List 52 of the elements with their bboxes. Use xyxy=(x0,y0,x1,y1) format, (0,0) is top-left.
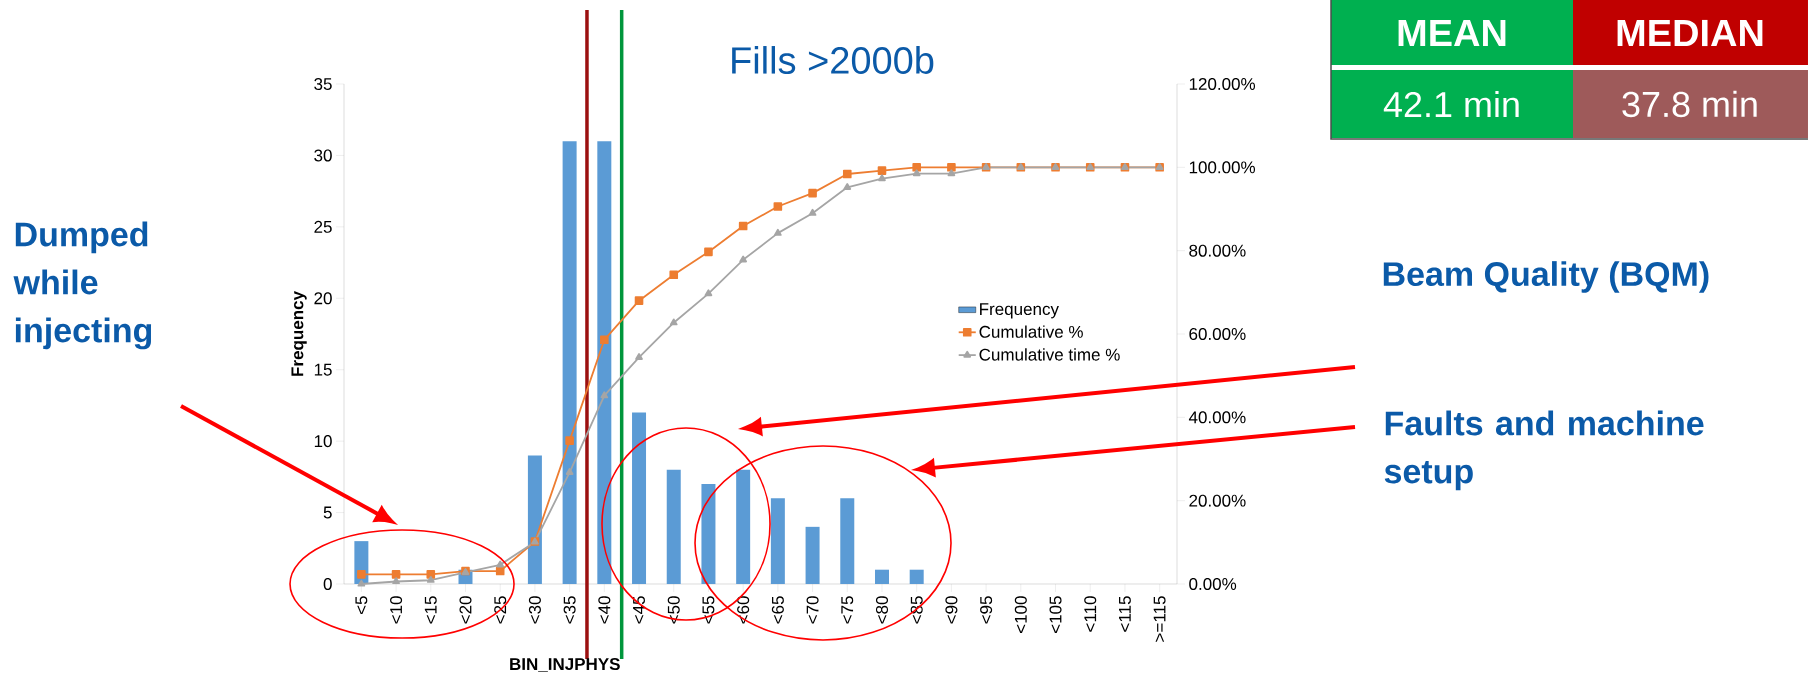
y2-tick-label: 120.00% xyxy=(1189,77,1256,91)
y-tick-label: 15 xyxy=(314,363,332,376)
y2-tick-label: 40.00% xyxy=(1188,411,1246,424)
legend-label: Frequency xyxy=(980,303,1059,319)
x-tick-label: <35 xyxy=(563,596,576,624)
x-tick-label: <10 xyxy=(390,596,403,624)
x-tick-label: <95 xyxy=(980,596,993,624)
x-tick-label: <100 xyxy=(1014,596,1027,633)
y2-tick-label: 20.00% xyxy=(1189,494,1246,507)
x-tick-label: <5 xyxy=(355,596,368,615)
x-tick-label: <30 xyxy=(528,596,541,624)
y-tick-label: 0 xyxy=(323,577,332,591)
x-tick-label: <110 xyxy=(1084,596,1097,632)
x-tick-label: <15 xyxy=(424,596,437,624)
y-axis-title: Frequency xyxy=(291,291,307,376)
y2-tick-label: 0.00% xyxy=(1189,577,1237,591)
x-axis-title: BIN_INJPHYS xyxy=(510,658,620,672)
y-tick-label: 5 xyxy=(323,506,332,519)
text: MEAN xyxy=(1398,19,1506,47)
x-tick-label: <85 xyxy=(910,596,923,624)
x-tick-label: <105 xyxy=(1049,596,1062,633)
x-tick-label: <70 xyxy=(806,596,819,624)
text: Faults and machine setup xyxy=(1384,410,1704,491)
x-tick-label: <115 xyxy=(1119,596,1131,632)
x-tick-label: <40 xyxy=(598,596,611,624)
x-tick-label: <80 xyxy=(875,596,889,624)
legend-label: Cumulative time % xyxy=(979,348,1120,361)
y-tick-label: 30 xyxy=(314,149,332,162)
text: Beam Quality (BQM) xyxy=(1383,261,1709,293)
x-tick-label: <20 xyxy=(459,596,472,624)
y-tick-label: 35 xyxy=(314,77,332,91)
x-tick-label: <75 xyxy=(841,596,854,624)
legend-label: Cumulative % xyxy=(979,325,1083,338)
y-tick-label: 25 xyxy=(314,220,332,233)
chart-title: Fills >2000b xyxy=(732,46,934,74)
y2-tick-label: 100.00% xyxy=(1189,161,1256,174)
x-tick-label: <50 xyxy=(667,596,680,624)
y2-tick-label: 80.00% xyxy=(1189,244,1246,257)
y2-tick-label: 60.00% xyxy=(1189,327,1246,341)
x-tick-label: <55 xyxy=(702,596,715,624)
text: 42.1 min xyxy=(1383,90,1519,118)
text: Dumped while injecting xyxy=(13,221,152,350)
y-tick-label: 20 xyxy=(314,292,332,305)
text: MEDIAN xyxy=(1617,19,1763,47)
y-tick-label: 10 xyxy=(314,435,332,448)
x-tick-label: <90 xyxy=(945,596,958,624)
x-tick-label: <25 xyxy=(494,596,507,624)
text: 37.8 min xyxy=(1622,90,1757,118)
x-tick-label: >=115 xyxy=(1153,596,1166,642)
x-tick-label: <45 xyxy=(633,596,645,624)
x-tick-label: <65 xyxy=(771,596,784,624)
x-tick-label: <60 xyxy=(737,596,750,624)
